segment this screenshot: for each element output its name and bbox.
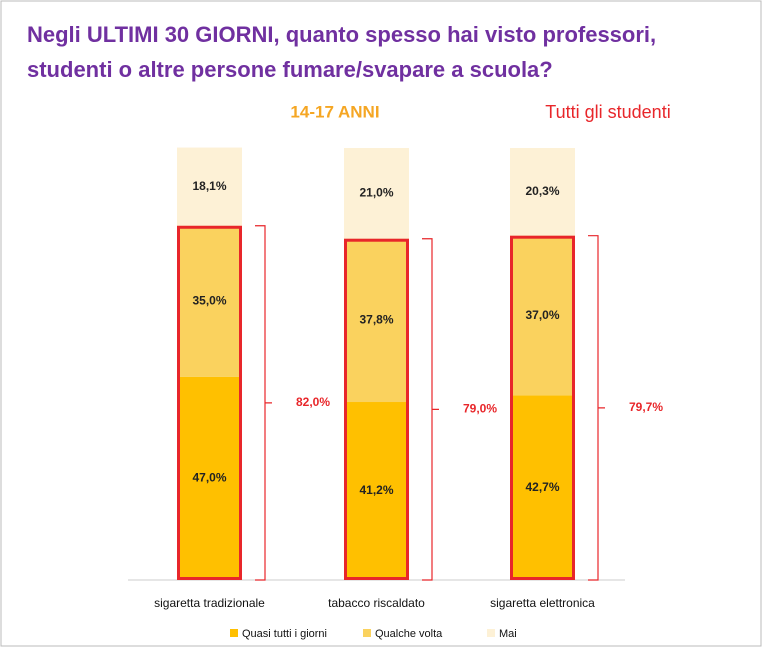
total-bracket bbox=[255, 225, 272, 581]
value-label: 42,7% bbox=[525, 480, 559, 494]
value-label: 47,0% bbox=[192, 471, 226, 485]
value-label: 35,0% bbox=[192, 294, 226, 308]
value-label: 20,3% bbox=[525, 184, 559, 198]
legend-label: Quasi tutti i giorni bbox=[242, 628, 327, 640]
legend-swatch bbox=[487, 629, 495, 637]
bar-segment bbox=[177, 225, 242, 377]
total-bracket bbox=[422, 238, 439, 581]
value-label: 18,1% bbox=[192, 179, 226, 193]
total-outline bbox=[177, 225, 242, 580]
annotation: Tutti gli studenti bbox=[545, 102, 670, 122]
total-label: 79,0% bbox=[463, 402, 497, 416]
value-label: 37,0% bbox=[525, 308, 559, 322]
x-tick-label: sigaretta tradizionale bbox=[154, 596, 265, 610]
value-label: 41,2% bbox=[359, 483, 393, 497]
bar-segment bbox=[177, 376, 242, 580]
bar-segment bbox=[344, 148, 409, 239]
total-outline bbox=[344, 238, 409, 580]
chart-title: studenti o altre persone fumare/svapare … bbox=[27, 57, 553, 82]
total-outline bbox=[510, 235, 575, 580]
total-bracket bbox=[588, 235, 605, 581]
bar-segment bbox=[177, 147, 242, 226]
subtitle: 14-17 ANNI bbox=[290, 102, 379, 121]
bar-segment bbox=[344, 402, 409, 580]
chart-title: Negli ULTIMI 30 GIORNI, quanto spesso ha… bbox=[27, 22, 656, 47]
x-tick-label: sigaretta elettronica bbox=[490, 596, 595, 610]
legend-label: Mai bbox=[499, 628, 517, 640]
total-label: 82,0% bbox=[296, 395, 330, 409]
bar-segment bbox=[510, 235, 575, 396]
value-label: 21,0% bbox=[359, 186, 393, 200]
x-tick-label: tabacco riscaldato bbox=[328, 596, 425, 610]
bar-segment bbox=[510, 148, 575, 236]
legend-swatch bbox=[230, 629, 238, 637]
bar-segment bbox=[510, 395, 575, 580]
total-label: 79,7% bbox=[629, 400, 663, 414]
legend-swatch bbox=[363, 629, 371, 637]
bar-segment bbox=[344, 238, 409, 403]
legend-label: Qualche volta bbox=[375, 628, 443, 640]
value-label: 37,8% bbox=[359, 313, 393, 327]
